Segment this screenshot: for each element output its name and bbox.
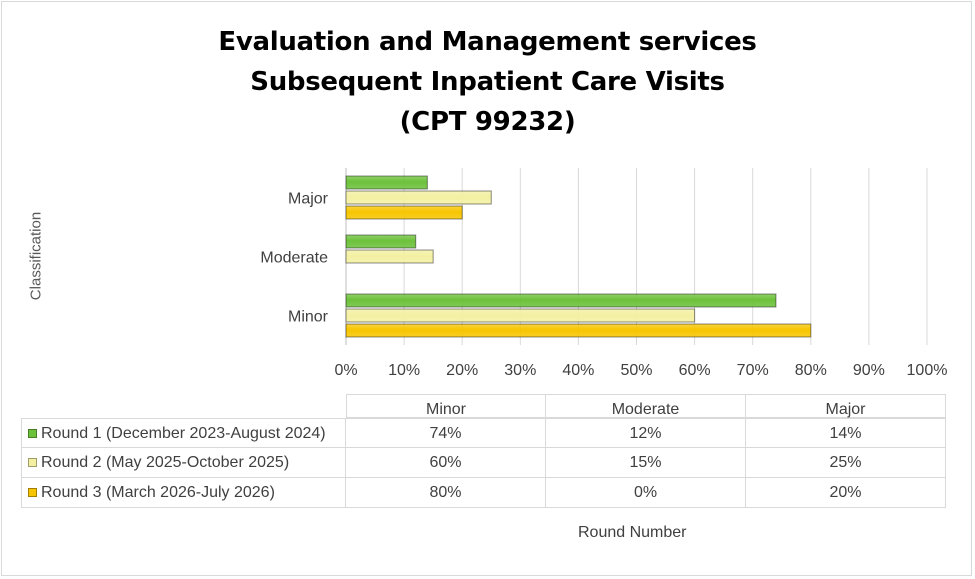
- x-tick-label: 10%: [388, 362, 420, 379]
- bar: [345, 190, 492, 205]
- bar: [345, 234, 417, 249]
- category-label: Minor: [288, 309, 329, 326]
- x-axis-label: Round Number: [578, 524, 687, 541]
- table-row-label: Round 1 (December 2023-August 2024): [21, 418, 346, 448]
- series-name: Round 3 (March 2026-July 2026): [41, 484, 275, 501]
- x-tick-label: 80%: [795, 362, 827, 379]
- x-tick-label: 100%: [907, 362, 948, 379]
- bar: [345, 205, 463, 220]
- bar: [345, 249, 434, 264]
- x-tick-label: 50%: [620, 362, 652, 379]
- x-tick-label: 20%: [446, 362, 478, 379]
- bar-chart-plot: Minor Moderate Major 0% 10% 20% 30% 40% 50% 60% 7…: [260, 168, 948, 379]
- table-cell: 12%: [546, 418, 746, 448]
- bar: [345, 308, 696, 323]
- legend-swatch: [28, 488, 37, 497]
- table-cell: 80%: [346, 478, 546, 508]
- x-tick-label: 40%: [562, 362, 594, 379]
- title-line-3: (CPT 99232): [399, 107, 576, 137]
- table-cell: 14%: [746, 418, 946, 448]
- bar: [345, 293, 777, 308]
- chart-title: Evaluation and Management services Subse…: [0, 22, 975, 142]
- title-line-2: Subsequent Inpatient Care Visits: [250, 67, 725, 97]
- x-tick-label: 0%: [334, 362, 357, 379]
- table-row-label: Round 3 (March 2026-July 2026): [21, 478, 346, 508]
- title-line-1: Evaluation and Management services: [218, 27, 757, 57]
- table-cell: 25%: [746, 448, 946, 478]
- table-cell: 20%: [746, 478, 946, 508]
- table-column-header: Minor: [346, 394, 546, 418]
- legend-swatch: [28, 458, 37, 467]
- table-row-label: Round 2 (May 2025-October 2025): [21, 448, 346, 478]
- table-cell: 0%: [546, 478, 746, 508]
- x-tick-label: 60%: [679, 362, 711, 379]
- category-label: Major: [288, 191, 329, 208]
- table-column-header: Major: [746, 394, 946, 418]
- category-label: Moderate: [260, 250, 328, 267]
- x-tick-label: 70%: [737, 362, 769, 379]
- table-cell: 15%: [546, 448, 746, 478]
- table-cell: 60%: [346, 448, 546, 478]
- bar: [345, 323, 812, 338]
- series-name: Round 1 (December 2023-August 2024): [41, 425, 326, 442]
- x-tick-label: 90%: [853, 362, 885, 379]
- table-cell: 74%: [346, 418, 546, 448]
- bar: [345, 175, 428, 190]
- series-name: Round 2 (May 2025-October 2025): [41, 454, 290, 471]
- x-tick-label: 30%: [504, 362, 536, 379]
- legend-swatch: [28, 429, 37, 438]
- table-column-header: Moderate: [546, 394, 746, 418]
